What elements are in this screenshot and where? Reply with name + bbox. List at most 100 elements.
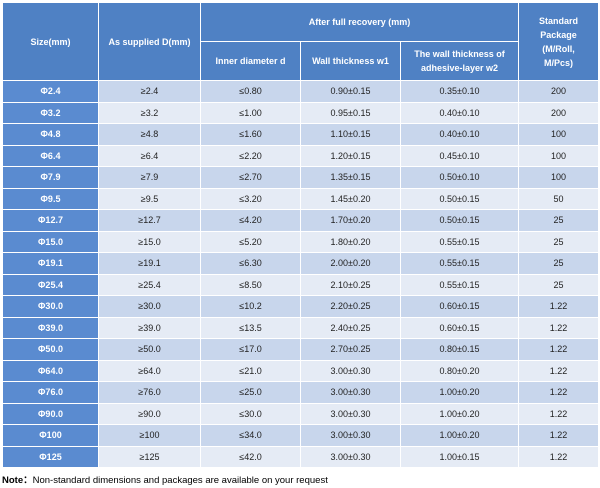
data-cell: ≤2.70 <box>200 166 301 189</box>
header-cell: Inner diameter d <box>200 41 301 81</box>
data-cell: 2.10±0.25 <box>300 273 401 296</box>
data-cell: ≥76.0 <box>98 381 201 404</box>
data-cell: 1.22 <box>518 402 600 425</box>
table-body: Φ2.4 ≥2.4 ≤0.80 0.90±0.15 0.35±0.10 200 Φ3.2 ≥3… <box>2 80 600 468</box>
data-cell: 200 <box>518 101 600 124</box>
data-cell: 2.70±0.25 <box>300 338 401 361</box>
data-cell: 1.70±0.20 <box>300 209 401 232</box>
data-cell: 0.55±0.15 <box>399 252 520 275</box>
size-cell: Φ25.4 <box>2 273 99 296</box>
data-cell: ≥15.0 <box>98 230 201 253</box>
data-cell: 1.22 <box>518 295 600 318</box>
data-cell: ≤10.2 <box>200 295 301 318</box>
data-cell: ≤13.5 <box>200 316 301 339</box>
data-cell: 2.00±0.20 <box>300 252 401 275</box>
table-row: Φ19.1 ≥19.1 ≤6.30 2.00±0.20 0.55±0.15 25 <box>2 252 600 275</box>
size-cell: Φ90.0 <box>2 402 99 425</box>
note-text: Non-standard dimensions and packages are… <box>32 475 328 486</box>
table-row: Φ2.4 ≥2.4 ≤0.80 0.90±0.15 0.35±0.10 200 <box>2 80 600 103</box>
data-cell: ≥3.2 <box>98 101 201 124</box>
header-line: The wall thickness of <box>414 49 505 59</box>
data-cell: 25 <box>518 209 600 232</box>
data-cell: 1.00±0.15 <box>399 445 520 468</box>
note: Note：Non-standard dimensions and package… <box>2 472 328 486</box>
size-cell: Φ3.2 <box>2 101 99 124</box>
data-cell: 100 <box>518 123 600 146</box>
data-cell: 25 <box>518 252 600 275</box>
size-cell: Φ9.5 <box>2 187 99 210</box>
spec-table: Size(mm) As supplied D(mm) After full re… <box>2 2 600 468</box>
data-cell: ≥90.0 <box>98 402 201 425</box>
data-cell: ≤1.00 <box>200 101 301 124</box>
size-cell: Φ64.0 <box>2 359 99 382</box>
data-cell: ≥12.7 <box>98 209 201 232</box>
header-cell: Size(mm) <box>2 2 99 81</box>
data-cell: ≤42.0 <box>200 445 301 468</box>
data-cell: 3.00±0.30 <box>300 424 401 447</box>
data-cell: 1.22 <box>518 424 600 447</box>
data-cell: ≥9.5 <box>98 187 201 210</box>
data-cell: ≤6.30 <box>200 252 301 275</box>
size-cell: Φ76.0 <box>2 381 99 404</box>
data-cell: ≥7.9 <box>98 166 201 189</box>
data-cell: ≥125 <box>98 445 201 468</box>
data-cell: ≥25.4 <box>98 273 201 296</box>
size-cell: Φ6.4 <box>2 144 99 167</box>
header-cell: Standard Package (M/Roll, M/Pcs) <box>518 2 600 81</box>
size-cell: Φ15.0 <box>2 230 99 253</box>
size-cell: Φ100 <box>2 424 99 447</box>
size-cell: Φ50.0 <box>2 338 99 361</box>
data-cell: ≥6.4 <box>98 144 201 167</box>
data-cell: ≤30.0 <box>200 402 301 425</box>
data-cell: 3.00±0.30 <box>300 359 401 382</box>
data-cell: ≤2.20 <box>200 144 301 167</box>
table-row: Φ4.8 ≥4.8 ≤1.60 1.10±0.15 0.40±0.10 100 <box>2 123 600 146</box>
header-cell: The wall thickness of adhesive-layer w2 <box>399 41 520 81</box>
data-cell: ≤34.0 <box>200 424 301 447</box>
header-line: M/Pcs) <box>544 57 574 68</box>
header-line: (M/Roll, <box>542 43 575 54</box>
table-row: Φ9.5 ≥9.5 ≤3.20 1.45±0.20 0.50±0.15 50 <box>2 187 600 210</box>
data-cell: 1.22 <box>518 445 600 468</box>
data-cell: ≤3.20 <box>200 187 301 210</box>
table-row: Φ6.4 ≥6.4 ≤2.20 1.20±0.15 0.45±0.10 100 <box>2 144 600 167</box>
data-cell: ≤4.20 <box>200 209 301 232</box>
table-row: Φ25.4 ≥25.4 ≤8.50 2.10±0.25 0.55±0.15 25 <box>2 273 600 296</box>
data-cell: 25 <box>518 230 600 253</box>
data-cell: 0.60±0.15 <box>399 316 520 339</box>
size-cell: Φ12.7 <box>2 209 99 232</box>
data-cell: ≥100 <box>98 424 201 447</box>
data-cell: 0.80±0.20 <box>399 359 520 382</box>
data-cell: 1.22 <box>518 316 600 339</box>
table-row: Φ90.0 ≥90.0 ≤30.0 3.00±0.30 1.00±0.20 1.22 <box>2 402 600 425</box>
data-cell: 1.20±0.15 <box>300 144 401 167</box>
data-cell: 2.40±0.25 <box>300 316 401 339</box>
data-cell: ≤1.60 <box>200 123 301 146</box>
table-row: Φ125 ≥125 ≤42.0 3.00±0.30 1.00±0.15 1.22 <box>2 445 600 468</box>
data-cell: ≤8.50 <box>200 273 301 296</box>
data-cell: ≥64.0 <box>98 359 201 382</box>
table-row: Φ3.2 ≥3.2 ≤1.00 0.95±0.15 0.40±0.10 200 <box>2 101 600 124</box>
data-cell: 0.55±0.15 <box>399 273 520 296</box>
data-cell: 1.00±0.20 <box>399 424 520 447</box>
data-cell: 0.40±0.10 <box>399 123 520 146</box>
data-cell: ≤25.0 <box>200 381 301 404</box>
data-cell: 1.22 <box>518 381 600 404</box>
table-row: Φ12.7 ≥12.7 ≤4.20 1.70±0.20 0.50±0.15 25 <box>2 209 600 232</box>
table-row: Φ76.0 ≥76.0 ≤25.0 3.00±0.30 1.00±0.20 1.22 <box>2 381 600 404</box>
data-cell: ≤17.0 <box>200 338 301 361</box>
table-row: Φ7.9 ≥7.9 ≤2.70 1.35±0.15 0.50±0.10 100 <box>2 166 600 189</box>
data-cell: ≥19.1 <box>98 252 201 275</box>
data-cell: ≤0.80 <box>200 80 301 103</box>
data-cell: ≤21.0 <box>200 359 301 382</box>
data-cell: 3.00±0.30 <box>300 381 401 404</box>
data-cell: 0.95±0.15 <box>300 101 401 124</box>
header-cell: Wall thickness w1 <box>300 41 401 81</box>
table-row: Φ39.0 ≥39.0 ≤13.5 2.40±0.25 0.60±0.15 1.22 <box>2 316 600 339</box>
data-cell: 0.60±0.15 <box>399 295 520 318</box>
data-cell: 1.00±0.20 <box>399 381 520 404</box>
data-cell: 2.20±0.25 <box>300 295 401 318</box>
data-cell: 0.50±0.15 <box>399 209 520 232</box>
data-cell: 100 <box>518 166 600 189</box>
